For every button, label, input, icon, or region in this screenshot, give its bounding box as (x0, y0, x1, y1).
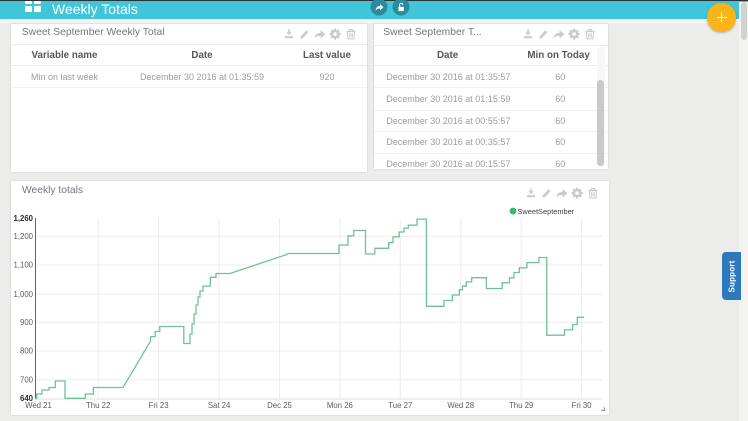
svg-text:1,260: 1,260 (13, 214, 33, 223)
svg-text:1,200: 1,200 (13, 232, 33, 241)
svg-text:Thu 22: Thu 22 (86, 401, 110, 410)
svg-text:640: 640 (20, 394, 34, 403)
svg-text:700: 700 (20, 375, 34, 384)
svg-text:Wed 28: Wed 28 (447, 401, 474, 410)
svg-text:Mon 26: Mon 26 (327, 401, 353, 410)
svg-text:Fri 23: Fri 23 (149, 401, 169, 410)
svg-text:SweetSeptember: SweetSeptember (518, 207, 575, 216)
svg-text:Thu 29: Thu 29 (509, 401, 533, 410)
svg-text:800: 800 (20, 347, 34, 356)
svg-text:1,000: 1,000 (13, 290, 33, 299)
svg-text:1,100: 1,100 (13, 261, 33, 270)
svg-text:Fri 30: Fri 30 (572, 401, 593, 410)
svg-text:900: 900 (20, 318, 34, 327)
svg-text:Dec 25: Dec 25 (267, 401, 292, 410)
svg-text:Tue 27: Tue 27 (388, 401, 412, 410)
svg-text:Wed 21: Wed 21 (25, 401, 52, 410)
svg-text:Sat 24: Sat 24 (208, 401, 231, 410)
